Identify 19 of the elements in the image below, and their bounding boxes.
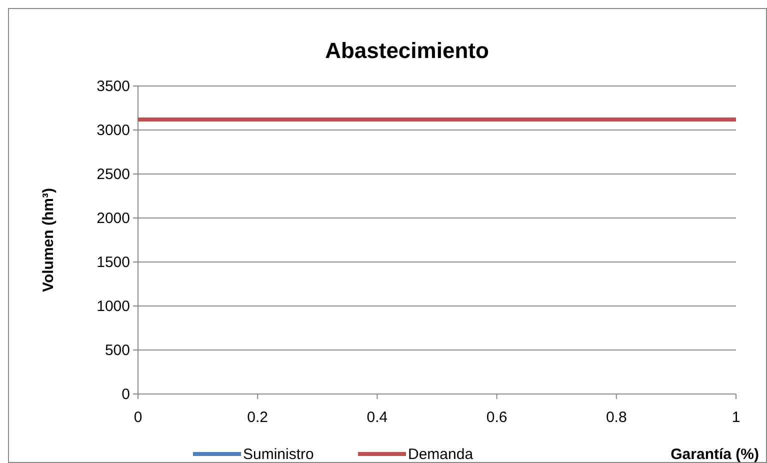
legend-label: Suministro [243,446,314,463]
y-tick-label: 3000 [96,122,130,139]
x-tick-label: 0 [134,409,142,426]
y-tick-label: 2000 [96,210,130,227]
y-tick-label: 1500 [96,254,130,271]
x-tick-label: 0.8 [606,409,627,426]
legend-label: Demanda [408,446,474,463]
x-tick-label: 0.6 [486,409,508,426]
x-tick-label: 0.2 [247,409,268,426]
y-tick-label: 3500 [96,78,130,95]
y-tick-label: 0 [122,386,130,403]
x-tick-label: 1 [732,409,740,426]
y-axis-title: Volumen (hm³) [40,188,57,292]
x-tick-label: 0.4 [366,409,388,426]
y-tick-label: 1000 [96,298,130,315]
chart-title: Abastecimiento [325,38,489,63]
x-axis-title: Garantía (%) [670,446,759,463]
y-tick-label: 2500 [96,166,130,183]
y-tick-label: 500 [104,342,130,359]
